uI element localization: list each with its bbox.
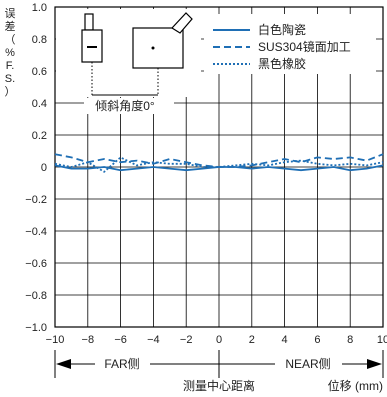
y-tick-label: −0.8 — [25, 290, 47, 302]
y-axis-label-char: 差 — [4, 21, 16, 33]
x-tick-label: −4 — [147, 334, 160, 346]
x-tick-label: 10 — [377, 334, 387, 346]
y-axis-label-char: （ — [4, 34, 16, 46]
inset-label: 倾斜角度0° — [95, 98, 155, 113]
near-label: NEAR侧 — [285, 357, 330, 371]
y-axis-label: 误差（% F. S.） — [2, 8, 18, 99]
far-arrowhead — [56, 359, 71, 369]
y-tick-label: 0.6 — [32, 66, 47, 78]
y-tick-label: 1.0 — [32, 2, 47, 14]
x-tick-label: 4 — [282, 334, 288, 346]
inset-label-bg — [84, 98, 174, 114]
y-tick-label: 0.4 — [32, 98, 47, 110]
y-axis-label-char: F. — [5, 60, 15, 72]
y-tick-label: 0 — [41, 162, 47, 174]
near-arrowhead — [367, 359, 382, 369]
legend-label: SUS304镜面加工 — [258, 39, 351, 54]
x-tick-label: 2 — [249, 334, 255, 346]
sensor-head — [171, 12, 193, 34]
y-axis-label-char: ） — [4, 86, 16, 98]
y-tick-label: −0.2 — [25, 194, 47, 206]
series-line — [54, 156, 384, 173]
x-axis-unit: 位移 (mm) — [328, 378, 383, 393]
y-tick-label: −1.0 — [25, 322, 47, 334]
legend-background — [204, 14, 376, 74]
x-tick-label: 0 — [216, 334, 222, 346]
x-tick-label: −8 — [82, 334, 95, 346]
sensor-head — [84, 13, 94, 31]
legend-label: 黑色橡胶 — [258, 56, 306, 71]
series-line — [54, 153, 384, 168]
y-tick-label: −0.4 — [25, 226, 47, 238]
y-tick-label: 0.2 — [32, 130, 47, 142]
x-tick-label: 8 — [347, 334, 353, 346]
x-tick-label: −2 — [180, 334, 193, 346]
y-axis-label-char: 误 — [4, 8, 16, 20]
x-axis-label: 测量中心距离 — [183, 378, 255, 393]
y-axis-label-char: S. — [4, 73, 16, 85]
y-axis-label-char: % — [5, 47, 15, 59]
legend-label: 白色陶瓷 — [258, 22, 306, 37]
sensor-icon-upright — [81, 13, 103, 95]
x-tick-label: −10 — [46, 334, 65, 346]
plot-border — [54, 6, 384, 328]
far-label: FAR侧 — [104, 357, 139, 371]
sensor-dot — [151, 46, 155, 50]
x-tick-label: 6 — [314, 334, 320, 346]
y-tick-label: 0.8 — [32, 34, 47, 46]
sensor-icon-side — [92, 12, 193, 96]
x-tick-label: −6 — [114, 334, 127, 346]
sensor-body — [132, 27, 184, 69]
y-tick-label: −0.6 — [25, 258, 47, 270]
